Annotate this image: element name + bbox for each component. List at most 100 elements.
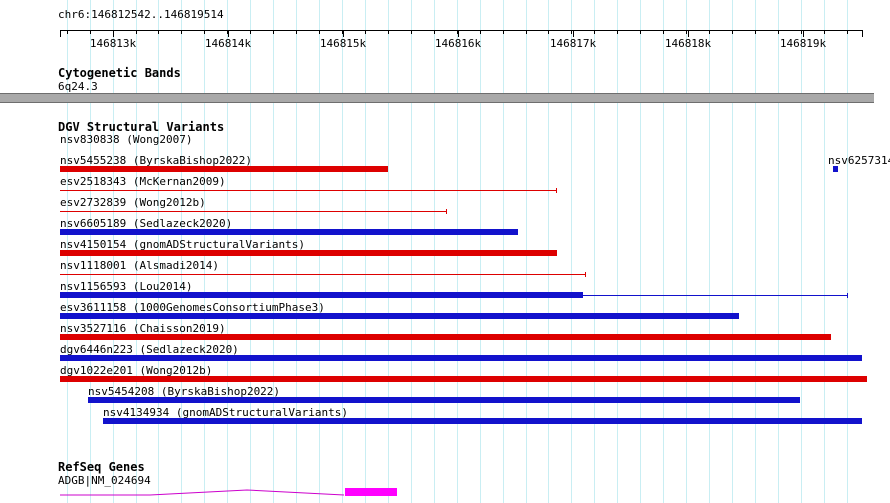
variant-bar[interactable] [60, 292, 583, 298]
variant-bar[interactable] [60, 334, 831, 340]
ruler-minor-tick [456, 30, 458, 34]
ruler-minor-tick [754, 30, 756, 34]
variant-bar-end-tick [446, 209, 447, 214]
variant-label[interactable]: esv2518343 (McKernan2009) [60, 175, 226, 188]
ruler-end-tick [862, 30, 863, 37]
variant-label[interactable]: esv2732839 (Wong2012b) [60, 196, 206, 209]
variant-bar[interactable] [60, 250, 557, 256]
gene-glyph[interactable] [0, 485, 890, 503]
variant-bar[interactable] [88, 397, 800, 403]
ruler-minor-tick [158, 30, 160, 34]
variant-label[interactable]: nsv6257314 [828, 154, 890, 167]
variant-bar-line[interactable] [60, 190, 557, 191]
variant-bar-line[interactable] [60, 274, 586, 275]
variant-bar-end-tick [585, 272, 586, 277]
variant-label[interactable]: nsv6605189 (Sedlazeck2020) [60, 217, 233, 230]
ruler-minor-tick [387, 30, 389, 34]
ruler-minor-tick [823, 30, 825, 34]
ruler-minor-tick [433, 30, 435, 34]
gridline [663, 0, 665, 503]
ruler-minor-tick [296, 30, 298, 34]
ruler-tick-label: 146818k [664, 37, 712, 50]
ruler-minor-tick [640, 30, 642, 34]
ruler-minor-tick [319, 30, 321, 34]
variant-bar[interactable] [60, 376, 867, 382]
ruler-minor-tick [548, 30, 550, 34]
region-position-label: chr6:146812542..146819514 [58, 8, 224, 21]
ruler-major-tick [228, 30, 229, 37]
variant-bar[interactable] [60, 313, 739, 319]
ruler-minor-tick [204, 30, 206, 34]
gene-intron-line [60, 489, 345, 496]
ruler-major-tick [803, 30, 804, 37]
variant-bar-line[interactable] [60, 211, 447, 212]
gridline [800, 0, 802, 503]
ruler-tick-label: 146815k [319, 37, 367, 50]
ruler-major-tick [573, 30, 574, 37]
ruler-minor-tick [66, 30, 68, 34]
ruler-minor-tick [364, 30, 366, 34]
variant-label[interactable]: nsv4134934 (gnomADStructuralVariants) [103, 406, 349, 419]
gridline [617, 0, 619, 503]
gridline [594, 0, 596, 503]
ruler-minor-tick [846, 30, 848, 34]
variant-bar-line[interactable] [583, 295, 848, 296]
dgv-structural-variants-title: DGV Structural Variants [58, 120, 225, 134]
cytogenetic-bands-title: Cytogenetic Bands [58, 66, 181, 80]
gridline [823, 0, 825, 503]
variant-bar[interactable] [103, 418, 862, 424]
ruler-minor-tick [502, 30, 504, 34]
ruler-minor-tick [341, 30, 343, 34]
variant-label[interactable]: nsv5455238 (ByrskaBishop2022) [60, 154, 253, 167]
gridline [709, 0, 711, 503]
variant-label[interactable]: nsv1118001 (Alsmadi2014) [60, 259, 219, 272]
variant-label[interactable]: nsv1156593 (Lou2014) [60, 280, 193, 293]
ruler-minor-tick [525, 30, 527, 34]
gridline [731, 0, 733, 503]
variant-label[interactable]: nsv5454208 (ByrskaBishop2022) [88, 385, 281, 398]
ruler-major-tick [458, 30, 459, 37]
refseq-genes-title: RefSeq Genes [58, 460, 145, 474]
gene-exon[interactable] [345, 488, 397, 496]
ruler-minor-tick [800, 30, 802, 34]
ruler-minor-tick [709, 30, 711, 34]
variant-label[interactable]: esv3611158 (1000GenomesConsortiumPhase3) [60, 301, 325, 314]
variant-bar[interactable] [833, 166, 838, 172]
ruler-tick-label: 146819k [779, 37, 827, 50]
gene-label[interactable]: ADGB|NM_024694 [58, 474, 151, 487]
variant-bar-end-tick [847, 293, 848, 298]
gridline [686, 0, 688, 503]
ruler-tick-label: 146814k [204, 37, 252, 50]
variant-label[interactable]: nsv4150154 (gnomADStructuralVariants) [60, 238, 306, 251]
gridline [777, 0, 779, 503]
ruler-minor-tick [273, 30, 275, 34]
ruler-minor-tick [181, 30, 183, 34]
ruler-tick-label: 146813k [89, 37, 137, 50]
ruler-tick-label: 146817k [549, 37, 597, 50]
ruler-major-tick [343, 30, 344, 37]
ruler-minor-tick [731, 30, 733, 34]
variant-bar[interactable] [60, 166, 388, 172]
gridline [571, 0, 573, 503]
variant-label[interactable]: nsv3527116 (Chaisson2019) [60, 322, 226, 335]
variant-label[interactable]: nsv830838 (Wong2007) [60, 133, 193, 146]
ruler-minor-tick [777, 30, 779, 34]
variant-bar[interactable] [60, 229, 518, 235]
ruler-end-tick [60, 30, 61, 37]
ruler-minor-tick [135, 30, 137, 34]
gridline [640, 0, 642, 503]
ruler-minor-tick [410, 30, 412, 34]
ruler-minor-tick [89, 30, 91, 34]
variant-bar[interactable] [60, 355, 862, 361]
variant-bar-end-tick [556, 188, 557, 193]
cytoband-bar[interactable] [0, 93, 874, 103]
variant-label[interactable]: dgv1022e201 (Wong2012b) [60, 364, 213, 377]
variant-label[interactable]: dgv6446n223 (Sedlazeck2020) [60, 343, 239, 356]
ruler-line [60, 30, 862, 31]
ruler-minor-tick [594, 30, 596, 34]
ruler-minor-tick [227, 30, 229, 34]
ruler-major-tick [113, 30, 114, 37]
